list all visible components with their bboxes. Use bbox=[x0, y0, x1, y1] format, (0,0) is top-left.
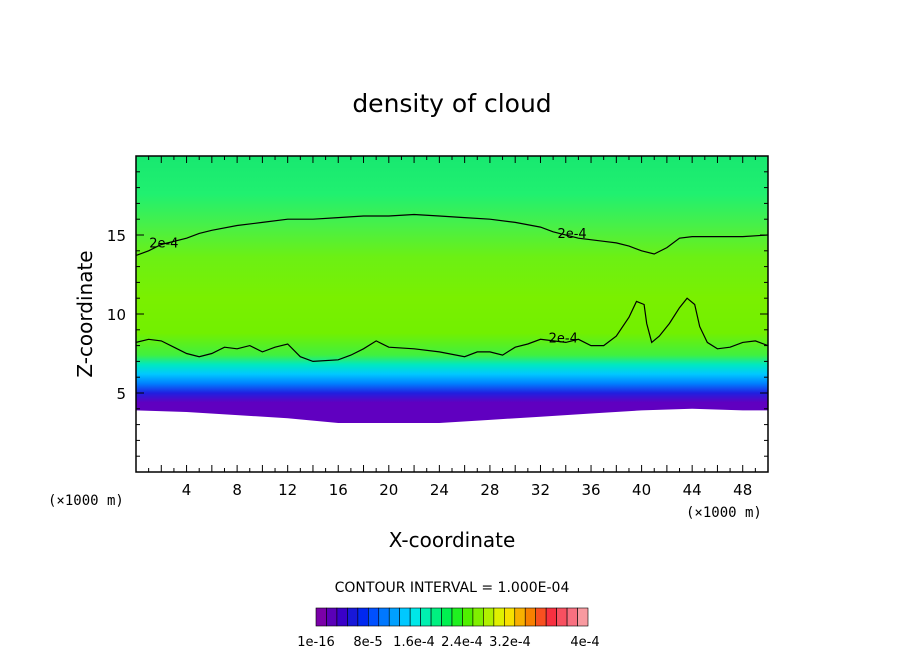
colorbar-swatch bbox=[545, 607, 557, 627]
colorbar-swatch bbox=[368, 607, 380, 627]
colorbar-swatch bbox=[472, 607, 484, 627]
contour-label-0: 2e-4 bbox=[149, 237, 178, 252]
y-tick-label: 10 bbox=[107, 306, 126, 324]
contour-label-1: 2e-4 bbox=[557, 227, 586, 242]
colorbar bbox=[315, 607, 589, 627]
colorbar-swatch bbox=[493, 607, 505, 627]
colorbar-swatch bbox=[409, 607, 421, 627]
colorbar-swatch bbox=[347, 607, 359, 627]
x-tick-label: 32 bbox=[531, 481, 550, 499]
colorbar-swatch bbox=[326, 607, 338, 627]
contour-label-2: 2e-4 bbox=[549, 331, 578, 346]
x-unit-right: (×1000 m) bbox=[686, 505, 762, 521]
x-tick-label: 20 bbox=[379, 481, 398, 499]
x-tick-label: 40 bbox=[632, 481, 651, 499]
colorbar-swatch bbox=[566, 607, 578, 627]
cloud-free-region bbox=[136, 408, 768, 472]
contour-2e-4-lower bbox=[136, 297, 768, 363]
y-axis: 5 10 15 bbox=[107, 171, 768, 457]
contour-2e-4-upper bbox=[136, 213, 768, 257]
chart-title: density of cloud bbox=[352, 89, 551, 118]
contour-lines bbox=[136, 213, 768, 363]
x-tick-label: 16 bbox=[329, 481, 348, 499]
colorbar-swatch bbox=[315, 607, 327, 627]
colorbar-swatch bbox=[451, 607, 463, 627]
colorbar-swatch bbox=[378, 607, 390, 627]
colorbar-swatch bbox=[336, 607, 348, 627]
x-axis: 4 8 12 16 20 24 28 32 36 40 44 48 bbox=[148, 156, 756, 499]
colorbar-label: 3.2e-4 bbox=[489, 635, 531, 650]
x-tick-label: 44 bbox=[683, 481, 702, 499]
colorbar-swatch bbox=[430, 607, 442, 627]
contour-interval: CONTOUR INTERVAL = 1.000E-04 bbox=[335, 580, 570, 596]
x-tick-label: 48 bbox=[733, 481, 752, 499]
x-tick-label: 12 bbox=[278, 481, 297, 499]
y-tick-label: 5 bbox=[116, 385, 126, 403]
colorbar-label: 1e-16 bbox=[297, 635, 335, 650]
colorbar-swatch bbox=[388, 607, 400, 627]
colorbar-swatch bbox=[483, 607, 495, 627]
colorbar-label: 2.4e-4 bbox=[441, 635, 483, 650]
x-tick-label: 36 bbox=[581, 481, 600, 499]
colorbar-swatch bbox=[357, 607, 369, 627]
x-axis-label: X-coordinate bbox=[389, 528, 516, 552]
y-tick-label: 15 bbox=[107, 227, 126, 245]
x-tick-label: 24 bbox=[430, 481, 449, 499]
colorbar-swatch bbox=[535, 607, 547, 627]
x-tick-label: 8 bbox=[232, 481, 242, 499]
x-unit-left: (×1000 m) bbox=[48, 493, 124, 509]
colorbar-label: 4e-4 bbox=[570, 635, 599, 650]
colorbar-swatch bbox=[462, 607, 474, 627]
colorbar-swatch bbox=[577, 607, 589, 627]
colorbar-swatch bbox=[556, 607, 568, 627]
colorbar-labels: 1e-16 8e-5 1.6e-4 2.4e-4 3.2e-4 4e-4 bbox=[297, 635, 599, 650]
x-tick-label: 4 bbox=[182, 481, 192, 499]
cloud-density-field bbox=[136, 156, 768, 472]
colorbar-swatch bbox=[441, 607, 453, 627]
colorbar-swatch bbox=[504, 607, 516, 627]
y-axis-label: Z-coordinate bbox=[73, 250, 97, 377]
colorbar-swatch bbox=[399, 607, 411, 627]
colorbar-label: 8e-5 bbox=[353, 635, 382, 650]
colorbar-label: 1.6e-4 bbox=[393, 635, 435, 650]
x-tick-label: 28 bbox=[480, 481, 499, 499]
contour-labels: 2e-4 2e-4 2e-4 bbox=[149, 227, 587, 346]
colorbar-swatch bbox=[420, 607, 432, 627]
colorbar-swatch bbox=[514, 607, 526, 627]
colorbar-swatch bbox=[524, 607, 536, 627]
